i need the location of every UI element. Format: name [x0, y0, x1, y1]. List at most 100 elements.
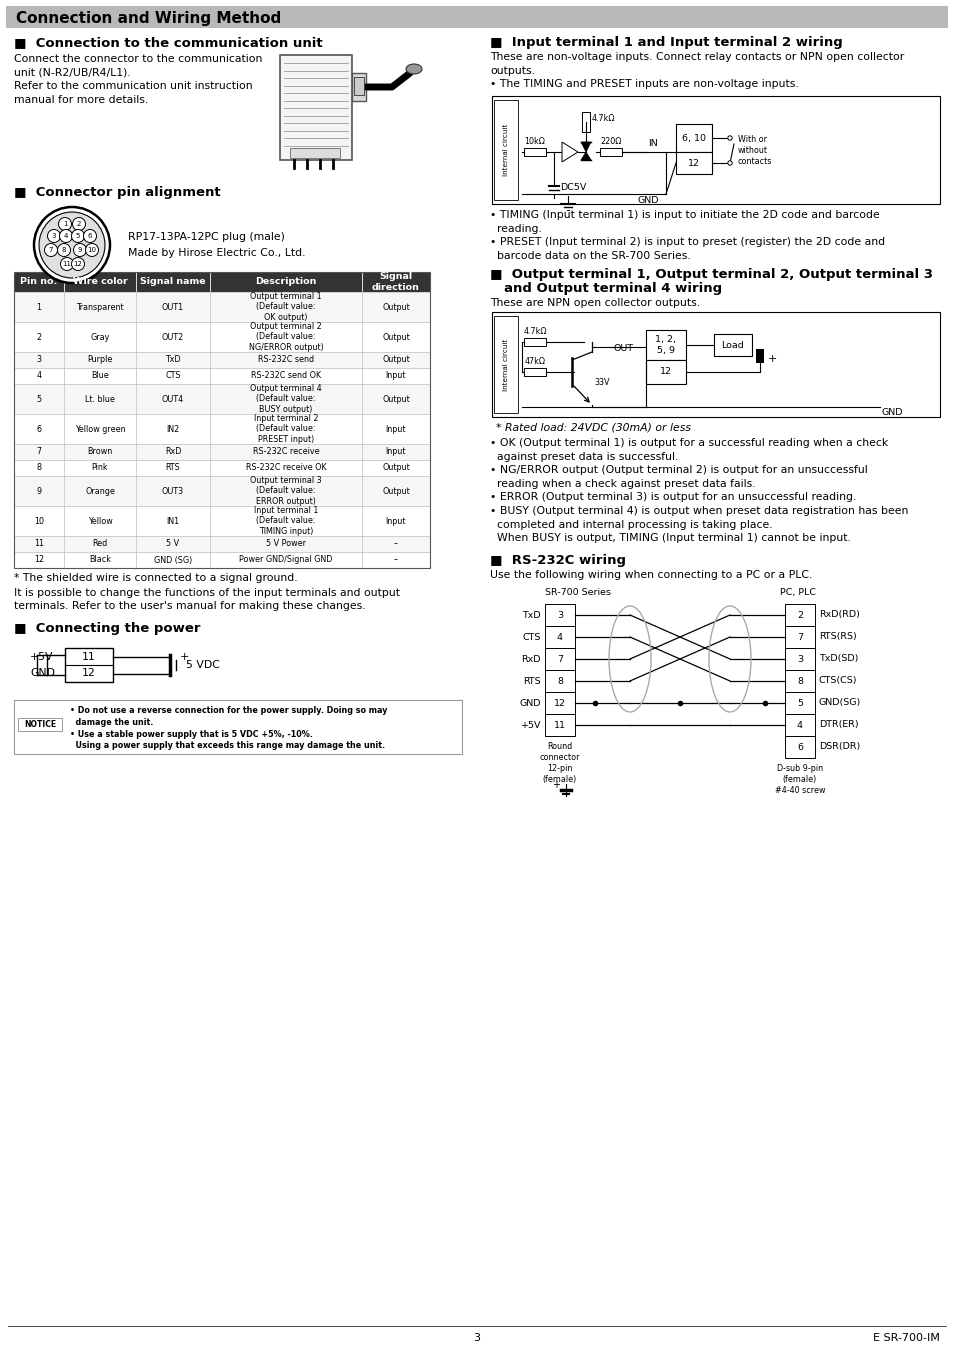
Text: and Output terminal 4 wiring: and Output terminal 4 wiring	[503, 282, 721, 296]
Bar	[136, 460, 210, 477]
Circle shape	[60, 258, 73, 270]
Text: GND: GND	[882, 408, 902, 417]
Bar	[136, 444, 210, 460]
Bar	[64, 323, 136, 352]
Bar	[784, 648, 814, 670]
Text: RP17-13PA-12PC plug (male): RP17-13PA-12PC plug (male)	[128, 232, 285, 242]
Bar	[14, 271, 430, 568]
Text: RS-232C send: RS-232C send	[257, 355, 314, 364]
Text: Signal name: Signal name	[140, 278, 206, 286]
Text: OUT1: OUT1	[162, 302, 184, 312]
Bar	[210, 271, 361, 292]
Text: +: +	[552, 780, 559, 790]
Text: RTS: RTS	[166, 463, 180, 472]
Text: 4: 4	[36, 371, 42, 381]
Text: Yellow green: Yellow green	[74, 424, 125, 433]
Text: OUT: OUT	[614, 344, 634, 352]
Text: Pin no.: Pin no.	[20, 278, 57, 286]
Text: 8: 8	[557, 676, 562, 686]
Bar	[14, 323, 64, 352]
Text: Output terminal 2
(Default value:
NG/ERROR output): Output terminal 2 (Default value: NG/ERR…	[249, 323, 323, 351]
Circle shape	[84, 230, 96, 243]
Text: 5: 5	[75, 234, 80, 239]
Text: 2: 2	[77, 221, 81, 228]
Text: • OK (Output terminal 1) is output for a successful reading when a check
  again: • OK (Output terminal 1) is output for a…	[490, 437, 907, 543]
Text: +5V: +5V	[520, 721, 540, 729]
Text: 1, 2,
5, 9: 1, 2, 5, 9	[655, 335, 676, 355]
Text: 12: 12	[82, 668, 95, 679]
Text: GND (SG): GND (SG)	[153, 555, 192, 564]
Text: ■  Connecting the power: ■ Connecting the power	[14, 622, 200, 634]
Text: GND(SG): GND(SG)	[818, 698, 861, 707]
Text: Black: Black	[89, 555, 111, 564]
Ellipse shape	[406, 63, 421, 74]
Polygon shape	[580, 153, 590, 161]
Bar	[784, 670, 814, 693]
Text: Input: Input	[385, 447, 406, 456]
Bar	[361, 323, 430, 352]
Text: DC5V: DC5V	[559, 184, 586, 192]
Text: 10kΩ: 10kΩ	[524, 136, 545, 146]
Bar	[14, 352, 64, 369]
Bar	[544, 670, 575, 693]
Text: 5: 5	[796, 698, 802, 707]
Bar	[64, 383, 136, 414]
Bar	[210, 414, 361, 444]
Text: 5 V Power: 5 V Power	[266, 540, 306, 548]
Text: Signal
direction: Signal direction	[372, 273, 419, 292]
Bar	[64, 444, 136, 460]
Text: GND: GND	[638, 196, 659, 205]
Bar	[64, 460, 136, 477]
Text: Output: Output	[382, 486, 410, 495]
Text: Orange: Orange	[85, 486, 114, 495]
Bar	[290, 148, 339, 158]
Bar	[784, 736, 814, 757]
Bar	[136, 271, 210, 292]
Text: 8: 8	[36, 463, 42, 472]
Bar	[354, 77, 364, 95]
Circle shape	[73, 243, 87, 256]
Text: 5 VDC: 5 VDC	[186, 660, 219, 670]
Bar	[492, 312, 939, 417]
Text: * Rated load: 24VDC (30mA) or less: * Rated load: 24VDC (30mA) or less	[496, 423, 690, 432]
Bar	[352, 73, 366, 101]
Bar	[210, 552, 361, 568]
Text: Power GND/Signal GND: Power GND/Signal GND	[239, 555, 333, 564]
Text: RxD: RxD	[521, 655, 540, 663]
Text: DTR(ER): DTR(ER)	[818, 721, 858, 729]
Text: Pink: Pink	[91, 463, 109, 472]
Text: RS-232C receive: RS-232C receive	[253, 447, 319, 456]
Text: 4.7kΩ: 4.7kΩ	[522, 327, 546, 336]
Bar	[6, 5, 947, 28]
Text: Output: Output	[382, 394, 410, 404]
Text: • Do not use a reverse connection for the power supply. Doing so may
  damage th: • Do not use a reverse connection for th…	[70, 706, 387, 751]
Bar	[784, 603, 814, 626]
Text: 8: 8	[62, 247, 66, 254]
Bar	[713, 333, 751, 356]
Text: CTS(CS): CTS(CS)	[818, 676, 857, 686]
Text: Red: Red	[92, 540, 108, 548]
Text: GND: GND	[519, 698, 540, 707]
Text: GND: GND	[30, 668, 55, 679]
Text: • TIMING (Input terminal 1) is input to initiate the 2D code and barcode
  readi: • TIMING (Input terminal 1) is input to …	[490, 211, 884, 261]
Text: 12: 12	[34, 555, 44, 564]
Bar	[136, 414, 210, 444]
Bar	[14, 444, 64, 460]
Circle shape	[57, 243, 71, 256]
Text: –: –	[394, 555, 397, 564]
Text: TxD(SD): TxD(SD)	[818, 655, 858, 663]
Bar	[361, 414, 430, 444]
Text: DSR(DR): DSR(DR)	[818, 743, 860, 752]
Text: Blue: Blue	[91, 371, 109, 381]
Bar	[361, 477, 430, 506]
Polygon shape	[580, 142, 590, 153]
Text: 4: 4	[557, 633, 562, 641]
Circle shape	[48, 230, 60, 243]
Text: Input: Input	[385, 371, 406, 381]
Text: Output terminal 4
(Default value:
BUSY output): Output terminal 4 (Default value: BUSY o…	[250, 385, 321, 413]
Text: 4.7kΩ: 4.7kΩ	[592, 113, 615, 123]
Bar	[599, 148, 621, 157]
Bar	[65, 648, 112, 682]
Text: ■  Connector pin alignment: ■ Connector pin alignment	[14, 186, 220, 198]
Bar	[784, 626, 814, 648]
